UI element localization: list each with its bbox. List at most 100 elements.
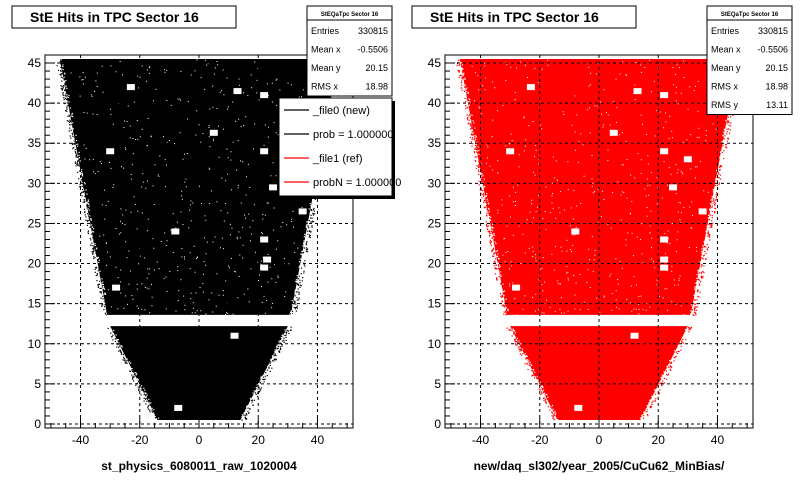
stats-value-2: -0.5506 xyxy=(757,44,788,54)
stats-value-2: -0.5506 xyxy=(357,44,388,54)
dead-pad-7 xyxy=(269,184,278,191)
y-tick-label-6: 25 xyxy=(28,216,42,230)
dead-pad-1 xyxy=(126,84,135,91)
dead-pad-8 xyxy=(171,228,180,235)
x-tick-label-5: 40 xyxy=(311,433,325,447)
dead-pad-10 xyxy=(660,236,669,243)
stats-label-3: Mean y xyxy=(311,63,341,73)
dead-pad-6 xyxy=(660,148,669,155)
dead-pad-14 xyxy=(230,332,239,339)
dead-pad-2 xyxy=(633,88,642,95)
dead-pad-5 xyxy=(506,148,515,155)
y-tick-label-5: 20 xyxy=(428,257,442,271)
x-tick-label-2: -20 xyxy=(531,433,549,447)
panel-2: -40 -20 0 20 40 0 5 10 15 20 25 30 35 40 45 new/daq_sl3… xyxy=(411,5,793,473)
dead-pad-16 xyxy=(574,404,583,411)
y-tick-label-3: 10 xyxy=(28,337,42,351)
stats-label-1: Entries xyxy=(311,26,340,36)
stats-value-1: 330815 xyxy=(358,26,388,36)
chart-title: StE Hits in TPC Sector 16 xyxy=(30,9,199,25)
y-tick-label-10: 45 xyxy=(428,56,442,70)
y-tick-label-1: 0 xyxy=(34,417,41,431)
dead-pad-1 xyxy=(526,84,535,91)
dead-pad-11 xyxy=(660,256,669,263)
legend-box xyxy=(278,97,393,197)
y-tick-label-4: 15 xyxy=(428,297,442,311)
stats-value-3: 20.15 xyxy=(765,63,788,73)
dead-pad-8 xyxy=(669,184,678,191)
x-tick-label-3: 0 xyxy=(196,433,203,447)
dead-pad-3 xyxy=(260,92,269,99)
y-tick-label-7: 30 xyxy=(28,176,42,190)
dead-pad-13 xyxy=(512,284,521,291)
x-tick-label-1: -40 xyxy=(472,433,490,447)
stats-value-3: 20.15 xyxy=(365,63,388,73)
dead-pad-9 xyxy=(260,236,269,243)
x-axis-title: st_physics_6080011_raw_1020004 xyxy=(101,459,297,473)
y-tick-label-6: 25 xyxy=(428,216,442,230)
y-tick-label-4: 15 xyxy=(28,297,42,311)
stats-name: StEQaTpc Sector 16 xyxy=(721,12,779,18)
legend-label-1: _file0 (new) xyxy=(312,105,370,117)
stats-value-1: 330815 xyxy=(758,26,788,36)
dead-pad-5 xyxy=(106,148,115,155)
x-tick-label-4: 20 xyxy=(252,433,266,447)
x-axis-title: new/daq_sl302/year_2005/CuCu62_MinBias/ xyxy=(474,459,725,473)
stats-label-4: RMS x xyxy=(311,81,339,91)
stats-label-3: Mean y xyxy=(711,63,741,73)
stats-value-4: 18.98 xyxy=(765,81,788,91)
x-tick-label-2: -20 xyxy=(131,433,149,447)
dead-pad-2 xyxy=(233,88,242,95)
stats-box xyxy=(306,5,393,97)
legend-label-3: _file1 (ref) xyxy=(312,153,363,165)
dead-pad-12 xyxy=(112,284,121,291)
y-tick-label-8: 35 xyxy=(428,136,442,150)
dead-pad-14 xyxy=(660,264,669,271)
dead-pad-13 xyxy=(260,264,269,271)
stats-label-4: RMS x xyxy=(711,81,739,91)
hit-region-upper xyxy=(59,59,339,315)
y-tick-label-10: 45 xyxy=(28,56,42,70)
stats-label-2: Mean x xyxy=(311,44,341,54)
dead-pad-4 xyxy=(209,129,218,136)
dead-pad-10 xyxy=(263,256,272,263)
x-tick-label-3: 0 xyxy=(596,433,603,447)
dead-pad-4 xyxy=(609,129,618,136)
chart-title: StE Hits in TPC Sector 16 xyxy=(430,9,599,25)
y-tick-label-2: 5 xyxy=(434,377,441,391)
title-box xyxy=(11,5,237,29)
y-tick-label-1: 0 xyxy=(434,417,441,431)
stats-label-1: Entries xyxy=(711,26,740,36)
legend-label-2: prob = 1.000000 xyxy=(313,129,393,141)
stats-value-4: 18.98 xyxy=(365,81,388,91)
legend: _file0 (new) prob = 1.000000 _file1 (ref) p… xyxy=(278,97,401,199)
hit-region-upper xyxy=(459,59,739,315)
dead-pad-15 xyxy=(174,404,183,411)
x-tick-label-4: 20 xyxy=(652,433,666,447)
y-tick-label-2: 5 xyxy=(34,377,41,391)
title-box xyxy=(411,5,637,29)
y-tick-label-9: 40 xyxy=(28,96,42,110)
y-tick-label-5: 20 xyxy=(28,257,42,271)
stats-value-5: 13.11 xyxy=(766,100,788,110)
x-tick-label-1: -40 xyxy=(72,433,90,447)
stats-box xyxy=(706,5,793,115)
dead-pad-3 xyxy=(660,92,669,99)
stats-label-2: Mean x xyxy=(711,44,741,54)
y-tick-label-8: 35 xyxy=(28,136,42,150)
y-tick-label-7: 30 xyxy=(428,176,442,190)
y-tick-label-9: 40 xyxy=(428,96,442,110)
legend-label-4: probN = 1.000000 xyxy=(313,177,401,189)
y-tick-label-3: 10 xyxy=(428,337,442,351)
dead-pad-9 xyxy=(571,228,580,235)
panel-1: -40 -20 0 20 40 0 5 10 15 20 25 30 35 40 45 st_physics_… xyxy=(11,5,401,473)
dead-pad-6 xyxy=(260,148,269,155)
stats-name: StEQaTpc Sector 16 xyxy=(321,12,379,18)
stats-label-5: RMS y xyxy=(711,100,739,110)
x-tick-label-5: 40 xyxy=(711,433,725,447)
dead-pad-12 xyxy=(698,208,707,215)
dead-pad-11 xyxy=(298,208,307,215)
dead-pad-15 xyxy=(630,332,639,339)
dead-pad-7 xyxy=(683,156,692,163)
